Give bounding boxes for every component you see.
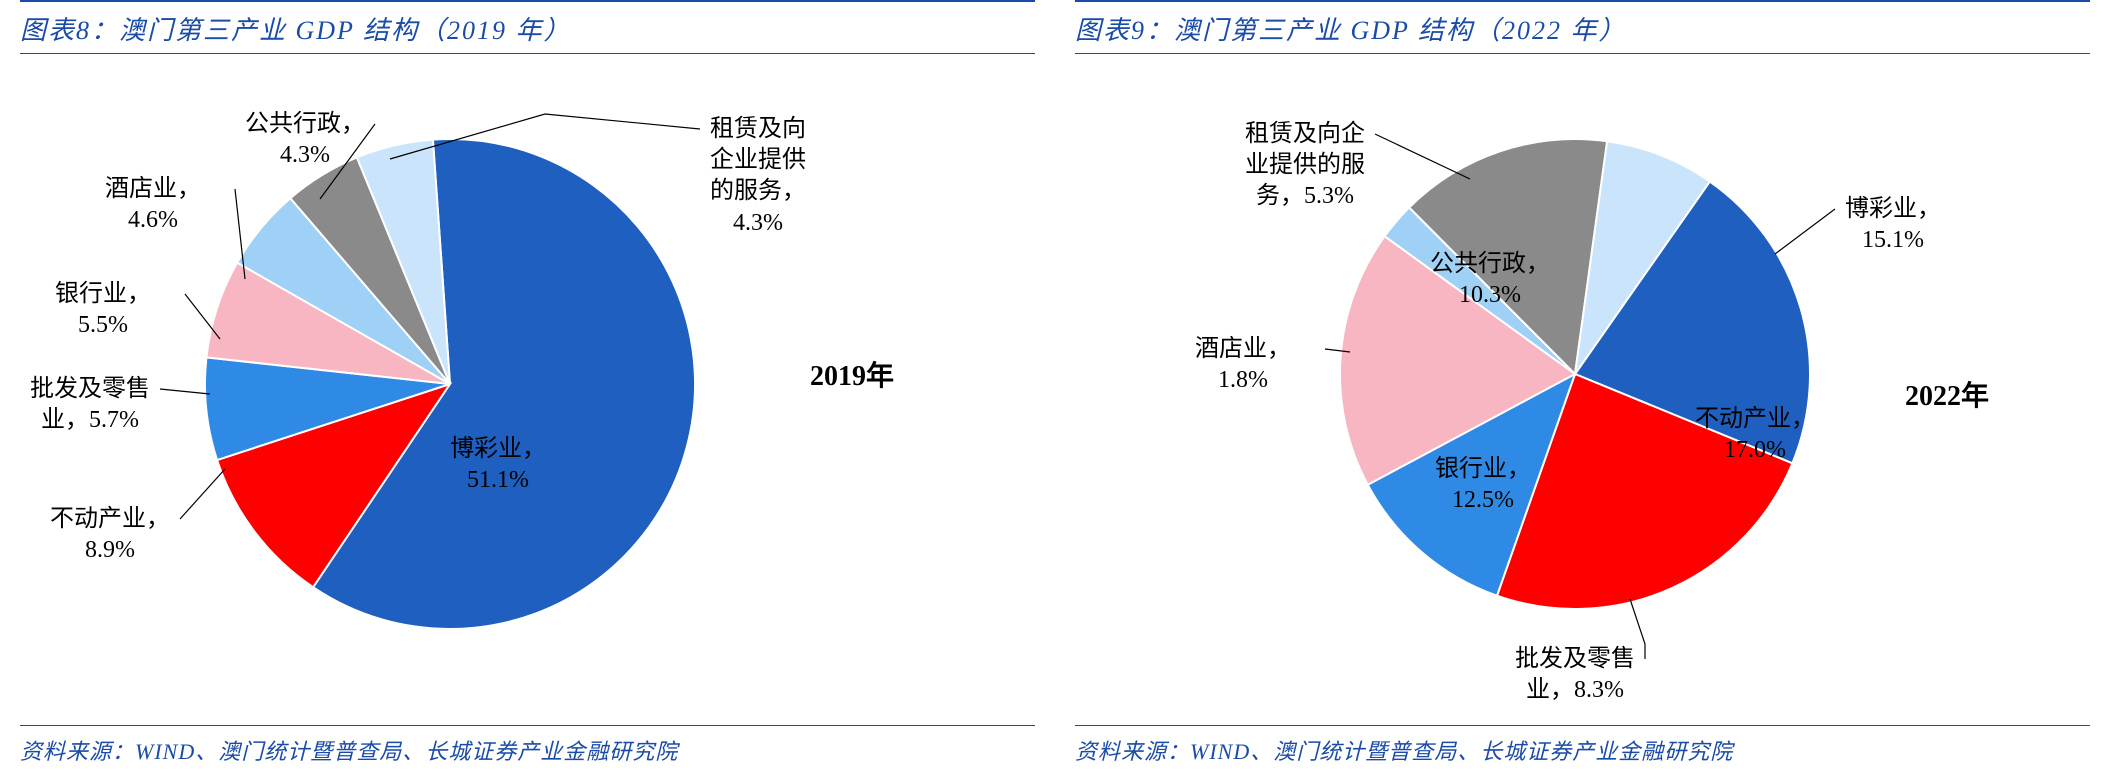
pie-chart-2019 <box>20 54 1075 714</box>
slice-label-2019-4: 酒店业，4.6% <box>105 174 201 236</box>
leader-line-2019-1 <box>180 469 225 519</box>
slice-label-2019-0: 博彩业，51.1% <box>450 434 546 496</box>
slice-label-2019-5: 公共行政，4.3% <box>245 109 365 171</box>
chart-area-left: 博彩业，51.1% 不动产业，8.9% 批发及零售业，5.7% 银行业，5.5% 酒店业… <box>20 54 1035 725</box>
source-text-right: 资料来源：WIND、澳门统计暨普查局、长城证券产业金融研究院 <box>1075 734 2090 766</box>
slice-label-2019-6: 租赁及向企业提供的服务，4.3% <box>710 114 806 239</box>
year-label-2019: 2019年 <box>810 354 894 394</box>
figure-container: 图表8：澳门第三产业 GDP 结构（2019 年） 博彩业，51.1% 不动产业，… <box>0 0 2110 770</box>
chart-title-left: 图表8：澳门第三产业 GDP 结构（2019 年） <box>20 10 1035 47</box>
leader-line-2022-6 <box>1375 134 1470 179</box>
title-bar-left: 图表8：澳门第三产业 GDP 结构（2019 年） <box>20 0 1035 54</box>
chart-area-right: 博彩业，15.1% 不动产业，17.0% 批发及零售业，8.3% 银行业，12.5% 酒… <box>1075 54 2090 725</box>
slice-label-2019-2: 批发及零售业，5.7% <box>30 374 150 436</box>
slice-label-2022-3: 银行业，12.5% <box>1435 454 1531 516</box>
title-bar-right: 图表9：澳门第三产业 GDP 结构（2022 年） <box>1075 0 2090 54</box>
year-label-2022: 2022年 <box>1905 374 1989 414</box>
panel-2019: 图表8：澳门第三产业 GDP 结构（2019 年） 博彩业，51.1% 不动产业，… <box>0 0 1055 770</box>
slice-label-2022-1: 不动产业，17.0% <box>1695 404 1815 466</box>
slice-label-2022-0: 博彩业，15.1% <box>1845 194 1941 256</box>
leader-line-2019-2 <box>160 389 210 394</box>
footer-bar-left: 资料来源：WIND、澳门统计暨普查局、长城证券产业金融研究院 <box>20 725 1035 770</box>
slice-label-2022-5: 公共行政，10.3% <box>1430 249 1550 311</box>
slice-label-2022-6: 租赁及向企业提供的服务，5.3% <box>1245 119 1365 213</box>
slice-label-2019-1: 不动产业，8.9% <box>50 504 170 566</box>
leader-line-2022-0 <box>1775 209 1835 254</box>
chart-title-right: 图表9：澳门第三产业 GDP 结构（2022 年） <box>1075 10 2090 47</box>
slice-label-2022-2: 批发及零售业，8.3% <box>1515 644 1635 706</box>
slice-label-2019-3: 银行业，5.5% <box>55 279 151 341</box>
slice-label-2022-4: 酒店业，1.8% <box>1195 334 1291 396</box>
panel-2022: 图表9：澳门第三产业 GDP 结构（2022 年） 博彩业，15.1% 不动产业，… <box>1055 0 2110 770</box>
source-text-left: 资料来源：WIND、澳门统计暨普查局、长城证券产业金融研究院 <box>20 734 1035 766</box>
footer-bar-right: 资料来源：WIND、澳门统计暨普查局、长城证券产业金融研究院 <box>1075 725 2090 770</box>
